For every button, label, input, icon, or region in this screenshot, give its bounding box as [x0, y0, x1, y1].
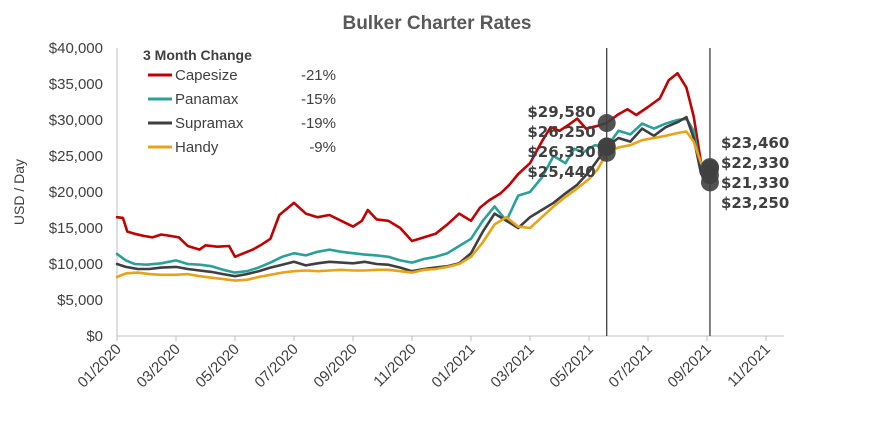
legend-change-capesize: -21%: [301, 67, 336, 84]
legend-change-panamax: -15%: [301, 91, 336, 108]
marker-dot: [700, 173, 719, 192]
x-tick-label: 07/2020: [251, 341, 301, 391]
x-tick-label: 01/2021: [428, 341, 478, 391]
marker-value-label: $22,330: [721, 154, 789, 172]
date-markers: $29,580 $26,250 $26,330 $25,440 $23,460 $22,3…: [527, 48, 789, 336]
series-lines: [115, 71, 712, 282]
x-axis-ticks: 01/2020 03/2020 05/2020 07/2020 09/2020 11/20…: [74, 336, 774, 391]
legend-label-handy: Handy: [175, 139, 219, 156]
y-tick-label: $35,000: [49, 76, 103, 93]
marker-dot: [597, 143, 616, 162]
y-tick-label: $0: [86, 328, 103, 345]
legend-label-panamax: Panamax: [175, 91, 239, 108]
x-tick-label: 11/2021: [724, 341, 774, 391]
legend-change-supramax: -19%: [301, 115, 336, 132]
x-tick-label: 01/2020: [74, 341, 124, 391]
marker-value-label: $23,250: [721, 194, 789, 212]
legend-label-supramax: Supramax: [175, 115, 244, 132]
y-tick-label: $15,000: [49, 220, 103, 237]
y-axis-label: USD / Day: [11, 159, 27, 225]
series-line-handy: [115, 130, 712, 282]
y-tick-label: $25,000: [49, 148, 103, 165]
y-tick-label: $10,000: [49, 256, 103, 273]
x-tick-label: 05/2021: [546, 341, 596, 391]
x-tick-label: 03/2021: [487, 341, 537, 391]
marker-value-label: $26,250: [527, 123, 595, 141]
legend-change-handy: -9%: [309, 139, 336, 156]
x-tick-label: 07/2021: [605, 341, 655, 391]
x-tick-label: 03/2020: [133, 341, 183, 391]
series-line-capesize: [115, 71, 712, 259]
marker-value-label: $26,330: [527, 143, 595, 161]
legend: 3 Month Change Capesize -21% Panamax -15% Su…: [143, 47, 336, 156]
y-axis-ticks: $0 $5,000 $10,000 $15,000 $20,000 $25,000 $30,…: [49, 40, 103, 345]
marker-dot: [597, 114, 616, 133]
legend-title: 3 Month Change: [143, 47, 252, 63]
x-tick-label: 09/2021: [664, 341, 714, 391]
series-line-panamax: [115, 117, 712, 274]
y-tick-label: $5,000: [57, 292, 103, 309]
marker-value-label: $25,440: [527, 163, 595, 181]
x-tick-label: 09/2020: [310, 341, 360, 391]
y-tick-label: $30,000: [49, 112, 103, 129]
x-tick-label: 11/2020: [370, 341, 420, 391]
y-tick-label: $20,000: [49, 184, 103, 201]
chart-title: Bulker Charter Rates: [342, 13, 531, 34]
marker-value-label: $23,460: [721, 134, 789, 152]
marker-value-label: $29,580: [527, 103, 595, 121]
legend-label-capesize: Capesize: [175, 67, 238, 84]
x-tick-label: 05/2020: [192, 341, 242, 391]
marker-dot: [700, 159, 719, 178]
y-tick-label: $40,000: [49, 40, 103, 57]
marker-value-label: $21,330: [721, 174, 789, 192]
axes: [116, 48, 784, 337]
